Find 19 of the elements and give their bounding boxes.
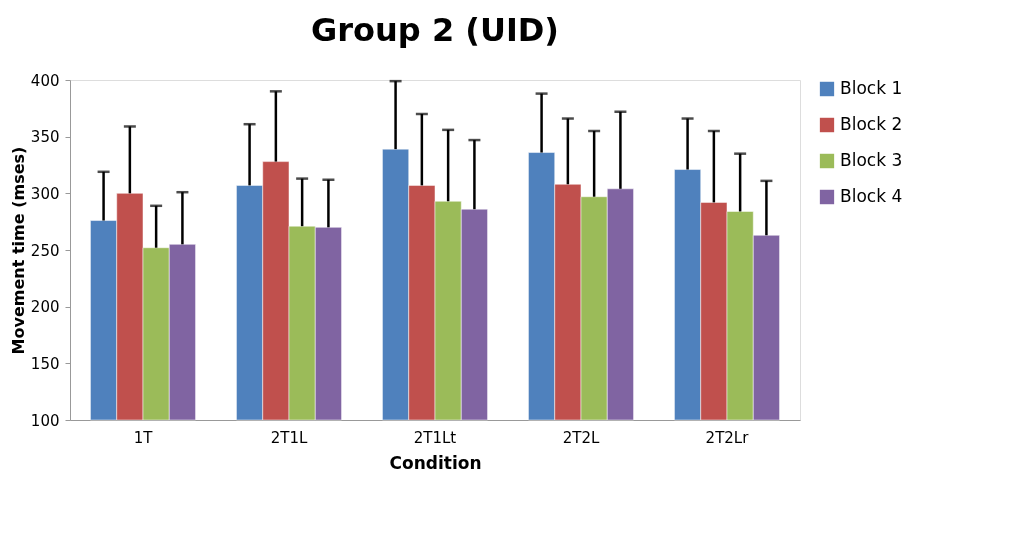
y-tick-label: 300 xyxy=(30,184,60,203)
x-tick-label: 2T1Lt xyxy=(413,428,457,447)
y-tick-label: 400 xyxy=(30,71,60,90)
chart-title: Group 2 (UID) xyxy=(311,11,559,49)
y-tick-label: 350 xyxy=(30,128,60,147)
x-tick-label: 2T2Lr xyxy=(705,428,750,447)
y-tick-label: 150 xyxy=(30,354,60,373)
x-tick-label: 2T2L xyxy=(562,428,600,447)
y-axis-title: Movement time (mses) xyxy=(8,146,28,355)
y-tick-label: 200 xyxy=(30,298,60,317)
legend-label: Block 2 xyxy=(840,114,903,134)
legend-label: Block 4 xyxy=(840,186,903,206)
y-tick-label: 250 xyxy=(30,241,60,260)
x-axis-title: Condition xyxy=(389,452,482,473)
legend-label: Block 1 xyxy=(840,78,903,98)
y-tick-label: 100 xyxy=(30,411,60,430)
x-tick-label: 2T1L xyxy=(270,428,308,447)
legend-label: Block 3 xyxy=(840,150,903,170)
x-tick-label: 1T xyxy=(133,428,154,447)
